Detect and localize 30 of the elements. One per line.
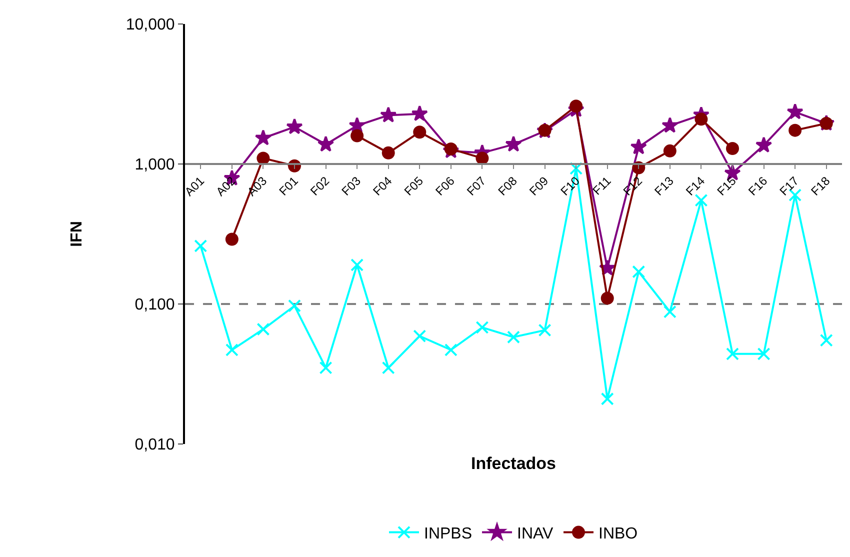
x-tick-label: F11 — [590, 174, 614, 198]
x-tick-label: A03 — [244, 174, 270, 199]
legend-label: INPBS — [424, 526, 472, 543]
x-tick-label: A01 — [182, 174, 208, 199]
x-tick-label: F06 — [432, 174, 458, 198]
y-axis-title: IFN — [68, 221, 86, 247]
legend-label: INBO — [598, 526, 638, 543]
legend-label: INAV — [517, 526, 554, 543]
y-tick-label: 10,000 — [126, 16, 175, 34]
x-tick-label: F02 — [308, 174, 332, 198]
x-tick-label: F04 — [370, 174, 395, 198]
x-tick-label: F15 — [714, 174, 740, 198]
x-tick-label: F17 — [776, 174, 802, 198]
y-tick-label: 0,100 — [134, 296, 175, 314]
x-tick-label: F05 — [401, 174, 426, 198]
x-tick-label: F08 — [495, 174, 520, 198]
y-tick-label: 0,010 — [134, 436, 175, 454]
x-tick-label: F12 — [620, 174, 646, 198]
x-tick-label: F18 — [808, 174, 833, 198]
x-tick-label: F13 — [652, 174, 677, 198]
x-tick-label: F01 — [276, 174, 302, 198]
y-tick-label: 1,000 — [134, 156, 175, 174]
x-axis-title: Infectados — [471, 454, 556, 473]
x-tick-label: F03 — [338, 174, 364, 198]
x-tick-label: F09 — [526, 174, 552, 198]
x-tick-label: F07 — [464, 174, 489, 198]
x-tick-label: A02 — [213, 174, 239, 199]
x-tick-label: F14 — [683, 174, 708, 198]
x-tick-label: F10 — [558, 174, 583, 198]
x-tick-label: F16 — [746, 174, 770, 198]
